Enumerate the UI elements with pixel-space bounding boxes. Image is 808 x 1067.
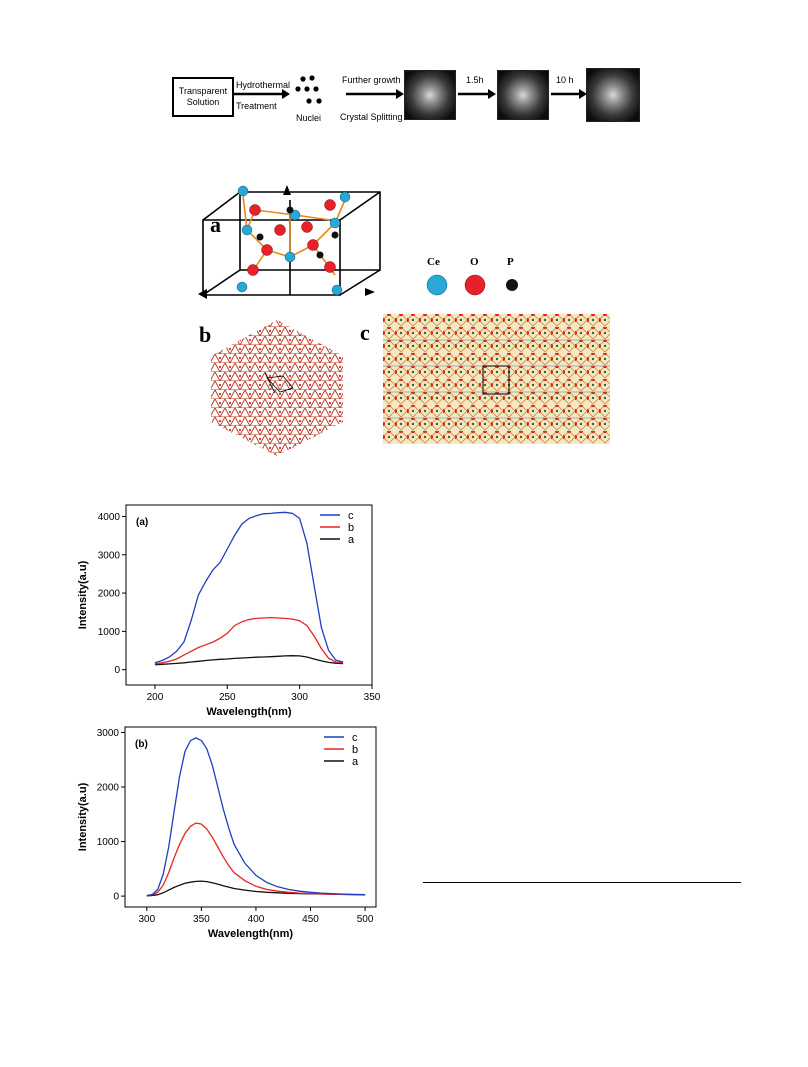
box-line-1: Transparent [178,86,228,96]
series-line-b [146,822,366,897]
x-tick-label: 500 [357,914,374,925]
x-tick-label: 250 [219,692,236,703]
y-tick-label: 2000 [97,783,120,794]
legend-p-label: P [507,256,514,268]
y-tick-label: 0 [114,665,120,676]
emission-spectra-chart: 300 350 400 450 500 0 1000 2000 3000 cba (b) Wav… [77,726,377,940]
unit-cell-diagram [198,185,381,299]
arrow-4-icon [551,89,587,99]
legend-label-b: b [352,744,358,756]
hydrothermal-label: Hydrothermal [236,80,291,90]
x-tick-label: 300 [291,692,308,703]
legend-label-a: a [352,756,359,768]
legend-label-c: c [348,510,354,522]
transparent-solution-box: Transparent Solution [172,77,234,117]
chart-a-ylabel: Intensity(a.u) [77,560,89,629]
excitation-spectra-chart: 200 250 300 350 0 1000 2000 3000 4000 cba (a) Wa… [77,504,381,718]
y-tick-label: 2000 [98,589,121,600]
time-1-label: 1.5h [466,75,484,85]
x-tick-label: 350 [193,914,210,925]
panel-a-label: a [210,212,221,237]
x-tick-label: 200 [147,692,164,703]
series-line-a [154,655,344,666]
time-2-label: 10 h [556,75,574,85]
y-tick-label: 4000 [98,512,121,523]
legend-o-label: O [470,256,479,268]
p-atom-swatch [506,279,518,291]
chart-b-panel-label: (b) [135,739,148,750]
y-tick-label: 1000 [98,627,121,638]
arrow-3-icon [458,89,496,99]
series-line-c [154,511,344,664]
ce-atom-swatch [426,274,448,296]
x-tick-label: 300 [138,914,155,925]
chart-b-xlabel: Wavelength(nm) [208,928,293,940]
nuclei-dots-icon [295,75,322,104]
arrow-2-icon [346,89,404,99]
atom-legend-swatches [426,274,518,296]
hexagonal-lattice-diagram [211,320,343,456]
y-tick-label: 3000 [98,550,121,561]
panel-c-label: c [360,320,370,345]
chart-a-frame [125,504,373,686]
chart-b-frame [124,726,377,908]
nuclei-label: Nuclei [296,113,322,123]
crystal-splitting-label: Crystal Splitting [340,112,403,122]
chart-b-ylabel: Intensity(a.u) [77,782,89,851]
series-line-c [146,737,366,897]
layered-lattice-diagram [383,314,610,444]
chart-a-panel-label: (a) [136,517,148,528]
further-growth-label: Further growth [342,75,401,85]
horizontal-rule [423,882,741,883]
treatment-label: Treatment [236,101,277,111]
x-tick-label: 350 [364,692,381,703]
legend-label-a: a [348,534,355,546]
x-tick-label: 450 [302,914,319,925]
sem-image-3 [586,68,640,122]
box-line-2: Solution [186,97,220,107]
o-atom-swatch [464,274,486,296]
legend-label-c: c [352,732,358,744]
panel-b-label: b [199,322,212,347]
y-tick-label: 3000 [97,728,120,739]
legend-label-b: b [348,522,354,534]
y-tick-label: 0 [113,892,119,903]
legend-ce-label: Ce [427,256,440,268]
series-line-b [154,616,344,665]
arrow-1-icon [234,89,290,99]
sem-image-1 [404,70,456,120]
x-tick-label: 400 [248,914,265,925]
sem-image-2 [497,70,549,120]
chart-a-xlabel: Wavelength(nm) [206,706,291,718]
y-tick-label: 1000 [97,837,120,848]
